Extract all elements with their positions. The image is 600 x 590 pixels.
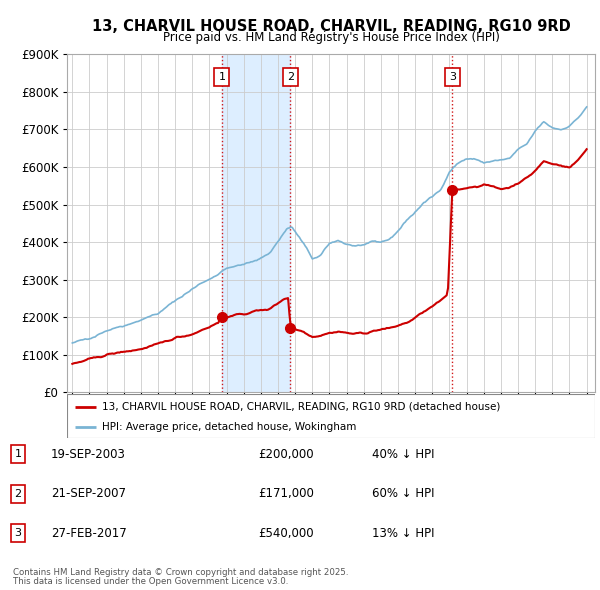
Text: £171,000: £171,000 xyxy=(258,487,314,500)
Text: 2: 2 xyxy=(14,489,22,499)
Text: 19-SEP-2003: 19-SEP-2003 xyxy=(51,448,126,461)
Text: 13, CHARVIL HOUSE ROAD, CHARVIL, READING, RG10 9RD (detached house): 13, CHARVIL HOUSE ROAD, CHARVIL, READING… xyxy=(101,402,500,411)
Text: 27-FEB-2017: 27-FEB-2017 xyxy=(51,527,127,540)
Text: This data is licensed under the Open Government Licence v3.0.: This data is licensed under the Open Gov… xyxy=(13,577,289,586)
Text: 60% ↓ HPI: 60% ↓ HPI xyxy=(372,487,434,500)
Text: 40% ↓ HPI: 40% ↓ HPI xyxy=(372,448,434,461)
Text: 3: 3 xyxy=(14,529,22,538)
Text: 21-SEP-2007: 21-SEP-2007 xyxy=(51,487,126,500)
Text: 13, CHARVIL HOUSE ROAD, CHARVIL, READING, RG10 9RD: 13, CHARVIL HOUSE ROAD, CHARVIL, READING… xyxy=(92,19,571,34)
Bar xyxy=(222,54,290,392)
Text: 1: 1 xyxy=(218,72,226,82)
Text: Price paid vs. HM Land Registry's House Price Index (HPI): Price paid vs. HM Land Registry's House … xyxy=(163,31,500,44)
Text: £540,000: £540,000 xyxy=(258,527,314,540)
Text: 3: 3 xyxy=(449,72,456,82)
Text: HPI: Average price, detached house, Wokingham: HPI: Average price, detached house, Woki… xyxy=(101,422,356,432)
Text: 13% ↓ HPI: 13% ↓ HPI xyxy=(372,527,434,540)
Text: £200,000: £200,000 xyxy=(258,448,314,461)
Text: Contains HM Land Registry data © Crown copyright and database right 2025.: Contains HM Land Registry data © Crown c… xyxy=(13,568,349,576)
Text: 1: 1 xyxy=(14,450,22,459)
Text: 2: 2 xyxy=(287,72,294,82)
